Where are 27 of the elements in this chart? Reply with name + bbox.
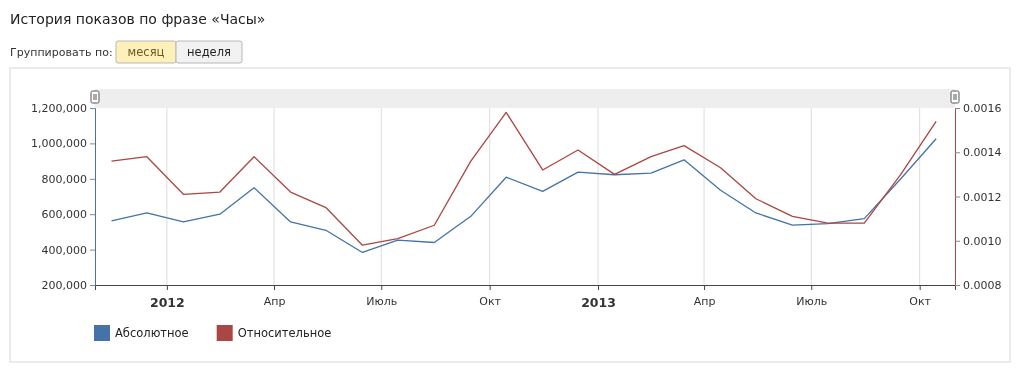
x-tick-label: Апр	[693, 295, 716, 309]
line-series	[110, 138, 937, 254]
y2-tick-label: 0.0014	[963, 146, 1002, 160]
toggle-button: неделя	[175, 40, 243, 64]
y2-tick-label: 0.0008	[963, 279, 1002, 293]
y-tick-label: 1,200,000	[31, 102, 87, 116]
y-tick-label: 400,000	[41, 243, 87, 257]
text: Группировать по:	[10, 46, 113, 59]
x-tick-label: 2013	[581, 294, 616, 310]
y2-tick-label: 0.0010	[963, 234, 1002, 248]
y2-tick-label: 0.0016	[963, 102, 1002, 116]
x-tick-label: Окт	[479, 295, 502, 309]
y-tick-label: 800,000	[41, 172, 87, 186]
y-tick-label: 600,000	[41, 208, 87, 222]
line-series	[110, 111, 937, 246]
y-tick-label: 200,000	[41, 279, 87, 293]
chart-title: История показов по фразе «Часы»	[10, 11, 266, 27]
legend-label: Относительное	[237, 326, 332, 340]
y2-tick-label: 0.0012	[963, 190, 1002, 204]
x-tick-label: Окт	[909, 295, 932, 309]
legend-label: Абсолютное	[115, 326, 189, 340]
y-tick-label: 1,000,000	[31, 137, 87, 151]
x-tick-label: Июль	[366, 295, 398, 309]
toggle-button-selected: месяц	[115, 40, 177, 64]
x-tick-label: 2012	[149, 294, 185, 310]
x-tick-label: Июль	[796, 295, 828, 309]
x-tick-label: Апр	[263, 295, 286, 309]
